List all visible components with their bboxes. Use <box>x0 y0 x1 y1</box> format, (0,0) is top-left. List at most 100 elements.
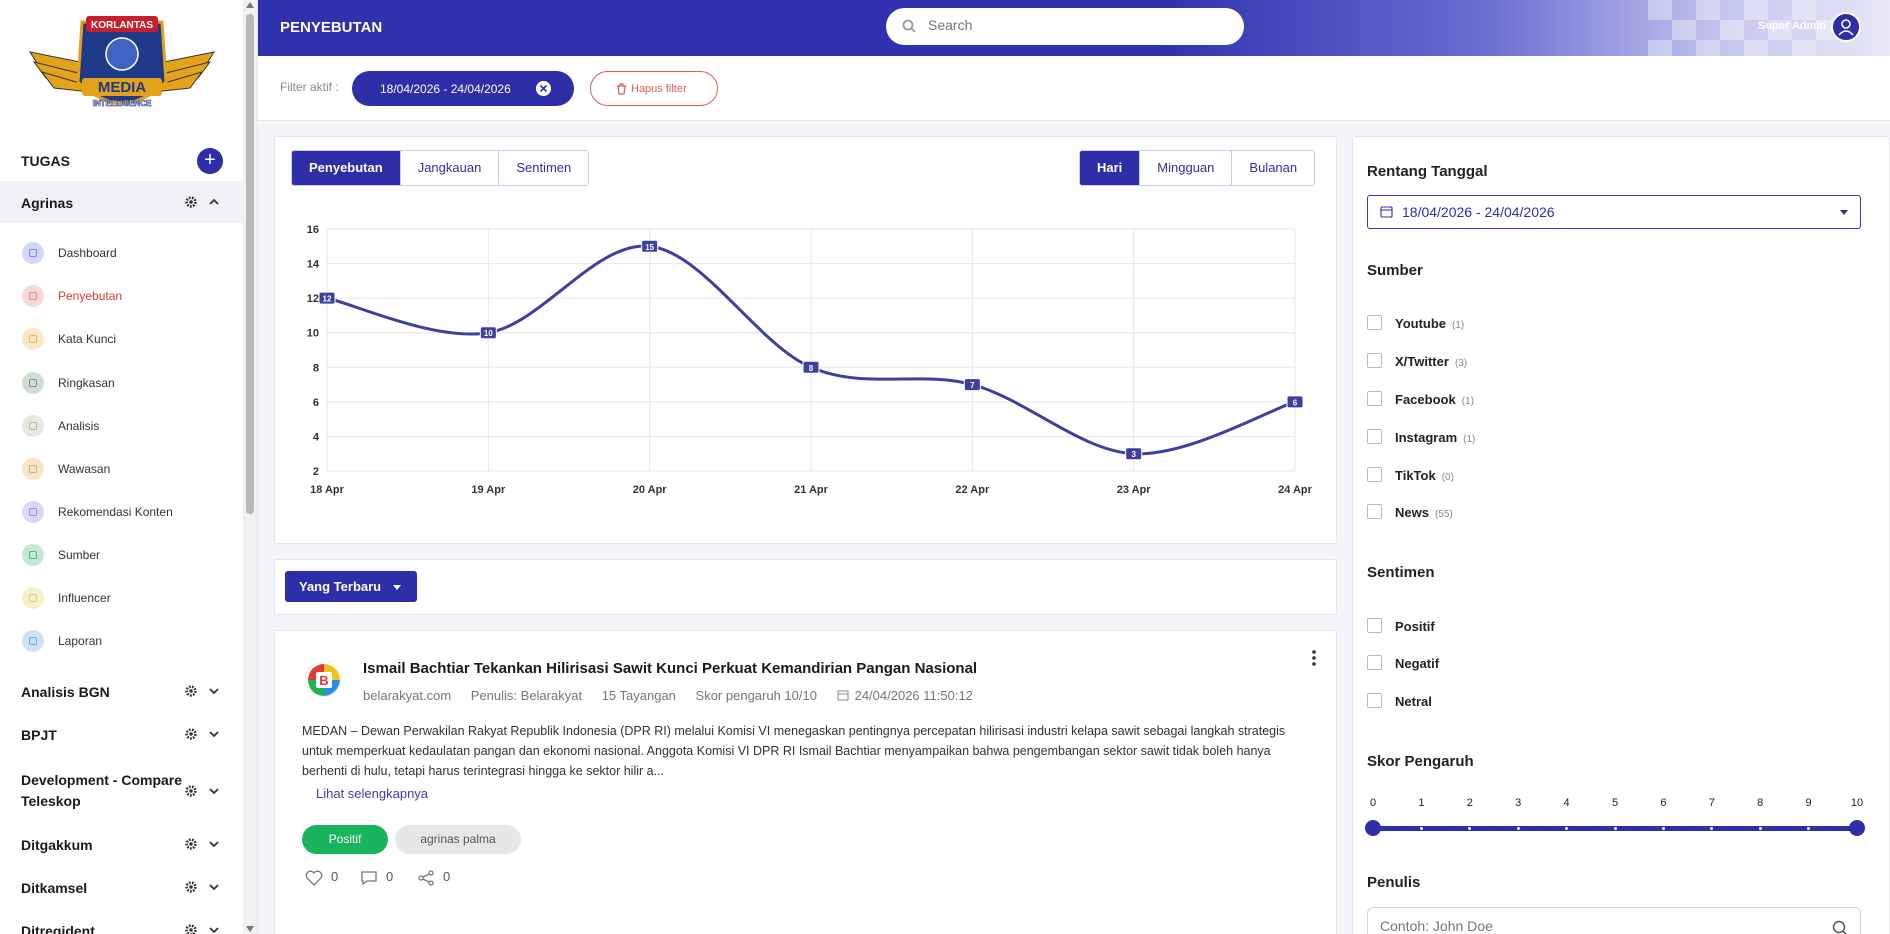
sidebar-item-wawasan[interactable]: Wawasan <box>22 456 232 482</box>
scrollbar-thumb[interactable] <box>246 14 254 514</box>
tab-penyebutan[interactable]: Penyebutan <box>292 151 401 185</box>
more-options-icon[interactable] <box>1311 649 1317 667</box>
slider-handle-max[interactable] <box>1849 820 1865 836</box>
sentiment-heading: Sentimen <box>1367 564 1435 581</box>
chevron-down-icon[interactable] <box>208 728 220 740</box>
sidebar-item-dashboard[interactable]: Dashboard <box>22 240 232 266</box>
close-icon[interactable] <box>536 81 551 96</box>
checkbox[interactable] <box>1367 391 1382 406</box>
scroll-down-icon[interactable] <box>246 926 254 932</box>
comment-action[interactable]: 0 <box>360 869 393 886</box>
chevron-down-icon[interactable] <box>208 785 220 797</box>
chevron-up-icon[interactable] <box>208 196 220 208</box>
sidebar-group-ditkamsel[interactable]: Ditkamsel <box>0 876 244 906</box>
chevron-down-icon[interactable] <box>208 881 220 893</box>
gear-icon[interactable] <box>184 880 198 894</box>
korlantas-logo[interactable]: KORLANTAS MEDIA INTELLIGENCE <box>20 12 224 126</box>
checkbox[interactable] <box>1367 429 1382 444</box>
sidebar-item-kata-kunci[interactable]: Kata Kunci <box>22 326 232 352</box>
writer-search-field[interactable] <box>1367 907 1861 934</box>
gear-icon[interactable] <box>184 195 198 209</box>
sidebar-item-influencer[interactable]: Influencer <box>22 585 232 611</box>
search-input[interactable] <box>928 17 1228 33</box>
checkbox[interactable] <box>1367 693 1382 708</box>
gear-icon[interactable] <box>184 684 198 698</box>
tab-bulanan[interactable]: Bulanan <box>1232 151 1315 185</box>
data-point <box>479 326 497 340</box>
comment-icon <box>361 870 377 885</box>
user-icon <box>1838 19 1854 36</box>
sidebar-item-label: Analisis <box>58 419 100 433</box>
gear-icon[interactable] <box>184 923 198 934</box>
sentiment-label: Negatif <box>1395 656 1440 671</box>
sidebar-item-ringkasan[interactable]: Ringkasan <box>22 370 232 396</box>
sidebar-item-analisis[interactable]: Analisis <box>22 413 232 439</box>
sidebar-group-ditgakkum[interactable]: Ditgakkum <box>0 833 244 863</box>
tab-mingguan[interactable]: Mingguan <box>1140 151 1233 185</box>
sidebar-group-analisis-bgn[interactable]: Analisis BGN <box>0 680 244 710</box>
tab-jangkauan[interactable]: Jangkauan <box>400 151 500 185</box>
sidebar-item-laporan[interactable]: Laporan <box>22 628 232 654</box>
checkbox[interactable] <box>1367 353 1382 368</box>
sidebar-scrollbar[interactable] <box>243 0 257 934</box>
sidebar-item-sumber[interactable]: Sumber <box>22 542 232 568</box>
insight-icon <box>22 458 44 480</box>
search-box[interactable] <box>886 8 1244 45</box>
keyword-tag[interactable]: agrinas palma <box>395 825 521 854</box>
source-icon <box>22 544 44 566</box>
user-name[interactable]: Super Admin <box>1758 20 1827 32</box>
date-range-value: 18/04/2026 - 24/04/2026 <box>1402 204 1555 220</box>
chevron-down-icon[interactable] <box>208 838 220 850</box>
read-more-link[interactable]: Lihat selengkapnya <box>316 786 429 801</box>
gear-icon[interactable] <box>184 837 198 851</box>
checkbox[interactable] <box>1367 467 1382 482</box>
date-range-select[interactable]: 18/04/2026 - 24/04/2026 <box>1367 195 1861 229</box>
mention-line-chart[interactable]: 2 4 6 8 10 12 14 16 18 Apr 19 Apr 20 Apr 21 Apr 22 A… <box>275 207 1338 527</box>
checkbox[interactable] <box>1367 618 1382 633</box>
checkbox[interactable] <box>1367 315 1382 330</box>
sidebar-group-agrinas[interactable]: Agrinas <box>0 181 244 223</box>
slider-handle-min[interactable] <box>1365 820 1381 836</box>
gear-icon[interactable] <box>184 727 198 741</box>
checkbox[interactable] <box>1367 655 1382 670</box>
share-action[interactable]: 0 <box>417 869 450 886</box>
sentiment-badge[interactable]: Positif <box>302 825 388 854</box>
scroll-up-icon[interactable] <box>246 2 254 8</box>
tab-sentimen[interactable]: Sentimen <box>499 151 589 185</box>
article-body: MEDAN – Dewan Perwakilan Rakyat Republik… <box>302 724 1286 778</box>
heart-icon <box>305 870 323 886</box>
sort-label: Yang Terbaru <box>299 579 382 594</box>
checkbox[interactable] <box>1367 504 1382 519</box>
filter-panel: Rentang Tanggal 18/04/2026 - 24/04/2026 … <box>1352 136 1890 934</box>
like-action[interactable]: 0 <box>305 869 338 886</box>
writer-input[interactable] <box>1380 918 1820 934</box>
sort-card: Yang Terbaru <box>274 559 1337 615</box>
date-filter-chip[interactable]: 18/04/2026 - 24/04/2026 <box>352 71 574 106</box>
mention-article-card: B Ismail Bachtiar Tekankan Hilirisasi Sa… <box>274 630 1337 934</box>
add-task-button[interactable]: + <box>197 148 223 174</box>
tab-hari[interactable]: Hari <box>1080 151 1141 185</box>
source-count: (3) <box>1454 358 1468 369</box>
data-label: 10 <box>484 329 493 338</box>
sidebar-item-label: Laporan <box>58 634 103 648</box>
sidebar-group-ditregident[interactable]: Ditregident <box>0 919 244 934</box>
clear-filter-label: Hapus filter <box>631 83 687 95</box>
sidebar-item-penyebutan[interactable]: Penyebutan <box>22 283 232 309</box>
article-title[interactable]: Ismail Bachtiar Tekankan Hilirisasi Sawi… <box>363 660 978 677</box>
article-source[interactable]: belarakyat.com <box>363 688 452 703</box>
clear-filter-button[interactable]: Hapus filter <box>590 71 718 106</box>
sort-dropdown-button[interactable]: Yang Terbaru <box>285 571 417 602</box>
sidebar-group-development-compare-teleskop[interactable]: Development - Compare Teleskop <box>0 768 244 818</box>
sidebar-group-bpjt[interactable]: BPJT <box>0 723 244 753</box>
chevron-down-icon[interactable] <box>208 685 220 697</box>
sidebar-item-rekomendasi-konten[interactable]: Rekomendasi Konten <box>22 499 232 525</box>
trash-icon <box>617 83 626 95</box>
chevron-down-icon[interactable] <box>208 924 220 934</box>
user-avatar[interactable] <box>1831 12 1861 42</box>
gear-icon[interactable] <box>184 784 198 798</box>
chevron-down-icon <box>1840 210 1848 215</box>
y-tick-label: 8 <box>313 362 319 374</box>
tasks-label: TUGAS <box>21 153 70 169</box>
source-name: Youtube <box>1395 316 1447 331</box>
article-views: 15 Tayangan <box>601 688 676 703</box>
